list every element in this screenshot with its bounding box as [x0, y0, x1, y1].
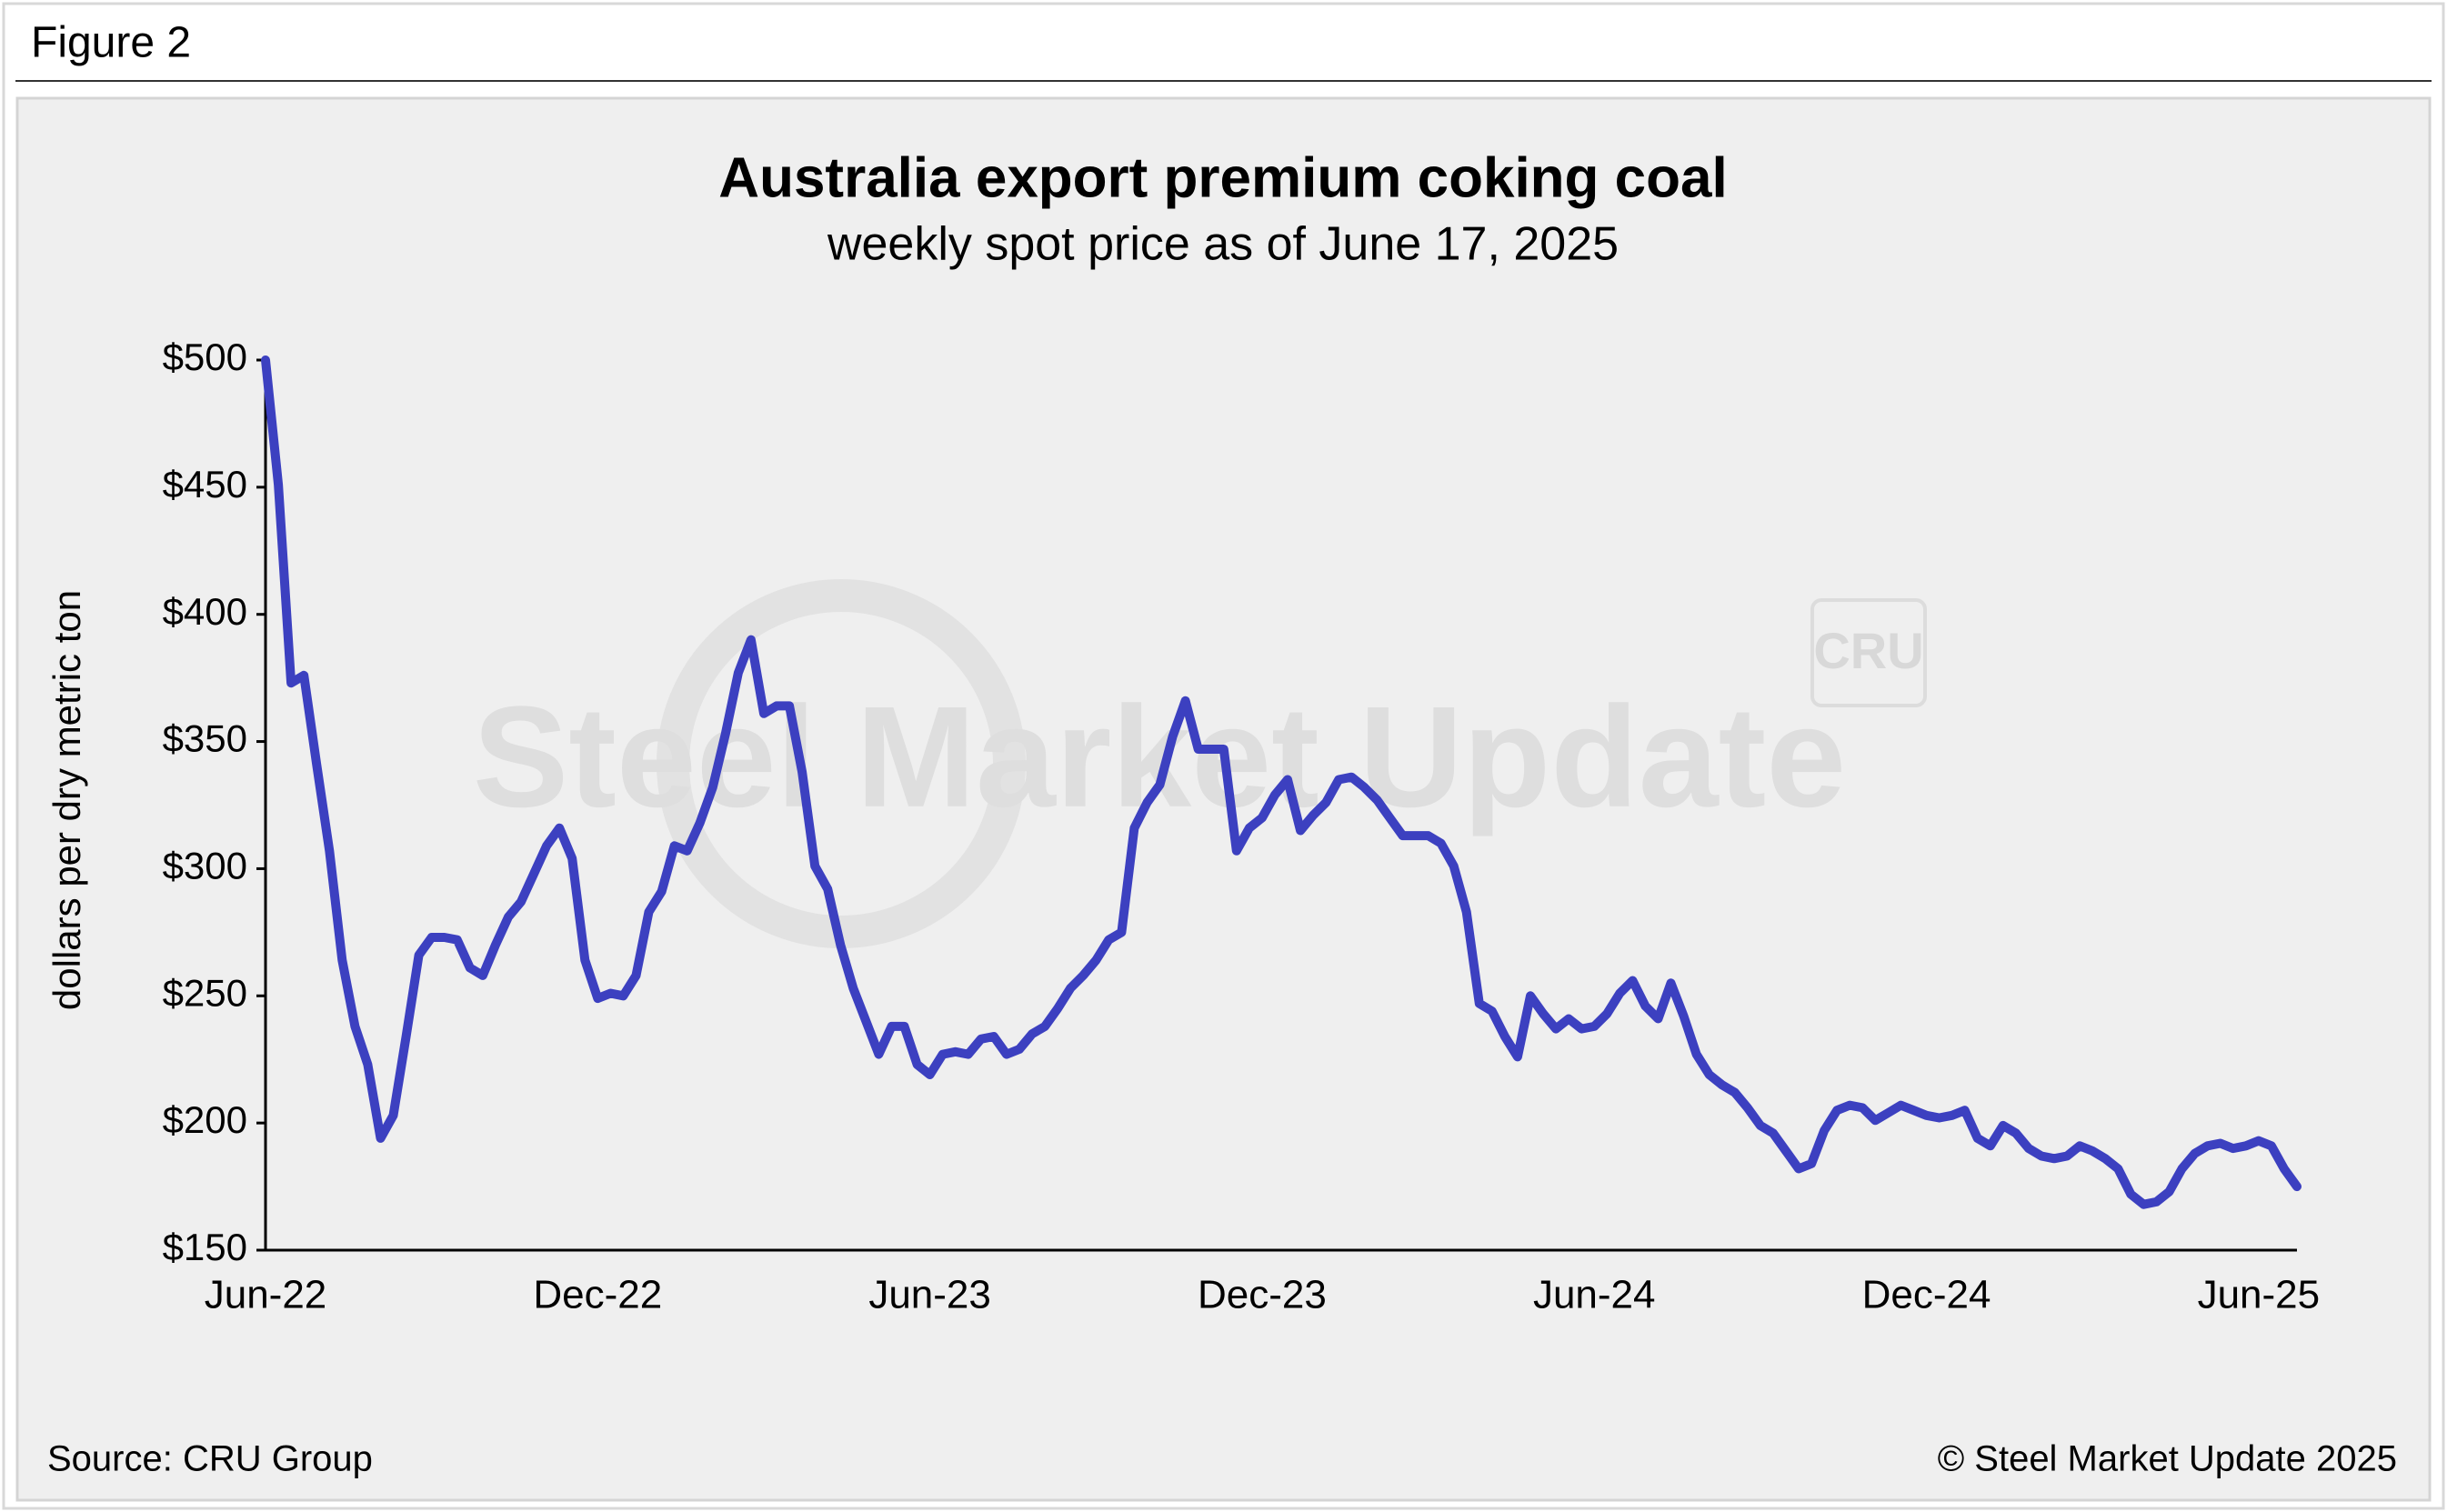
- x-tick-label: Jun-23: [868, 1273, 991, 1317]
- price-line: [261, 355, 2302, 1209]
- watermark: CRU: [1813, 622, 1923, 679]
- source: Source: CRU Group: [47, 1439, 373, 1479]
- watermark: Steel Market Update: [473, 677, 1846, 837]
- y-tick-label: $400: [163, 590, 247, 633]
- x-tick-label: Dec-22: [533, 1273, 662, 1317]
- x-tick-label: Jun-24: [1533, 1273, 1656, 1317]
- chart-title: Australia export premium coking coal: [718, 146, 1727, 209]
- x-tick-label: Jun-25: [2198, 1273, 2321, 1317]
- y-tick-label: $300: [163, 845, 247, 887]
- chart-subtitle: weekly spot price as of June 17, 2025: [827, 218, 1619, 271]
- y-tick-label: $200: [163, 1098, 247, 1141]
- y-tick-label: $250: [163, 971, 247, 1014]
- y-tick-label: $450: [163, 463, 247, 506]
- figure-label: Figure 2: [31, 19, 191, 67]
- x-tick-label: Dec-24: [1862, 1273, 1991, 1317]
- y-tick-label: $350: [163, 717, 247, 760]
- panel: [15, 96, 2432, 1502]
- y-axis-label: dollars per dry metric ton: [45, 590, 88, 1010]
- y-tick-label: $500: [163, 335, 247, 378]
- copyright: © Steel Market Update 2025: [1938, 1439, 2397, 1479]
- x-tick-label: Jun-22: [205, 1273, 327, 1317]
- y-tick-label: $150: [163, 1226, 247, 1268]
- x-tick-label: Dec-23: [1198, 1273, 1327, 1317]
- watermark-box: [1810, 598, 1927, 707]
